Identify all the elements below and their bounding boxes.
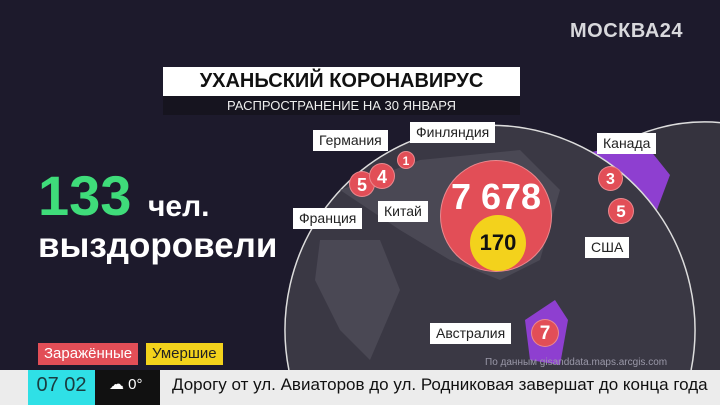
recovered-unit: чел.	[148, 190, 210, 223]
ticker-weather: ☁ 0°	[95, 370, 160, 405]
label-canada: Канада	[597, 133, 657, 154]
bubble-australia: 7	[531, 319, 559, 347]
temperature: 0°	[128, 376, 143, 393]
page-subtitle: РАСПРОСТРАНЕНИЕ НА 30 ЯНВАРЯ	[163, 96, 520, 115]
label-australia: Австралия	[430, 323, 512, 344]
bubble-usa: 5	[608, 198, 634, 224]
legend-deaths: Умершие	[146, 343, 223, 365]
recovered-label: выздоровели	[38, 226, 278, 265]
label-finland: Финляндия	[410, 122, 496, 143]
label-china: Китай	[378, 201, 428, 222]
channel-logo: МОСКВА24	[570, 20, 684, 42]
ticker-time: 07 02	[28, 370, 95, 405]
bubble-canada: 3	[598, 166, 623, 191]
legend-infected: Заражённые	[38, 343, 139, 365]
cloud-snow-icon: ☁	[109, 376, 124, 393]
recovered-count: 133	[38, 164, 132, 227]
page-title: УХАНЬСКИЙ КОРОНАВИРУС	[163, 67, 520, 96]
bubble-germany: 4	[369, 163, 395, 189]
label-usa: США	[585, 237, 630, 258]
ticker-headline: Дорогу от ул. Авиаторов до ул. Родникова…	[172, 375, 708, 394]
source-credit: По данным gisanddata.maps.arcgis.com	[485, 357, 668, 368]
africa-landmass	[315, 240, 400, 360]
label-france: Франция	[293, 208, 363, 229]
bubble-finland: 1	[397, 151, 415, 169]
bubble-china-deaths: 170	[470, 215, 526, 271]
label-germany: Германия	[313, 130, 388, 151]
